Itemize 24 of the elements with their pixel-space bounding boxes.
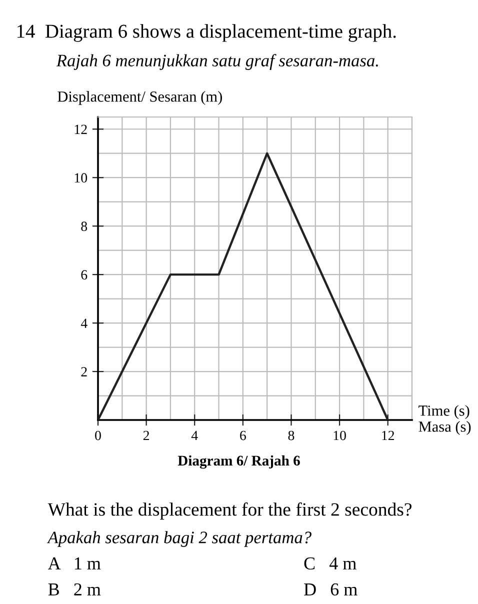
y-axis-title: Displacement/ Sesaran (m) — [58, 91, 222, 105]
x-tick-label: 6 — [240, 430, 246, 440]
y-tick-label: 10 — [74, 173, 88, 183]
text: B 2 m — [48, 583, 101, 596]
x-tick-label: 2 — [143, 430, 150, 440]
text: C 4 m — [304, 557, 356, 570]
y-tick-label: 8 — [81, 222, 88, 232]
x-tick-label: 10 — [334, 430, 346, 440]
y-tick-label: 4 — [80, 318, 88, 328]
text: D 6 m — [304, 583, 358, 596]
text: Diagram 6/ Rajah 6 — [178, 455, 300, 469]
y-tick-label: 2 — [81, 367, 87, 376]
chart-title: 14 Diagram 6 shows a displacement-time graph. — [17, 24, 396, 42]
x-tick-label: 12 — [382, 430, 394, 440]
x-tick-label: 8 — [288, 430, 294, 440]
x-tick-label: 0 — [95, 430, 101, 440]
text: What is the displacement for the first 2 seconds? — [48, 502, 412, 520]
x-axis-title: Time (s) Masa (s) — [418, 405, 471, 435]
chart-subtitle: Rajah 6 menunjukkan satu graf sesaran-masa. — [56, 54, 378, 70]
y-tick-label: 12 — [74, 124, 87, 134]
y-tick-label: 6 — [81, 270, 88, 280]
x-tick-label: 4 — [191, 430, 198, 440]
text: Apakah sesaran bagi 2 saat pertama? — [46, 531, 312, 547]
text: A 1 m — [48, 557, 101, 570]
